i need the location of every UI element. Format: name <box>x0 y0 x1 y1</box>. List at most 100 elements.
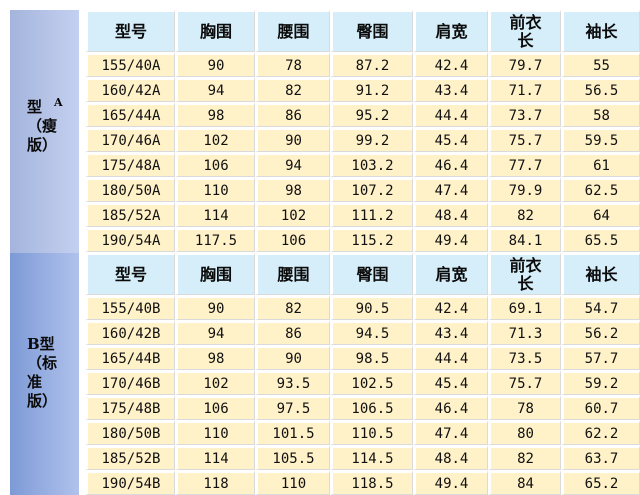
cell-chest: 110 <box>175 177 255 202</box>
header-model: 型号 <box>85 253 175 295</box>
cell-waist: 86 <box>255 102 330 127</box>
cell-chest: 114 <box>175 202 255 227</box>
cell-chest: 90 <box>175 295 255 320</box>
cell-hip: 114.5 <box>330 445 413 470</box>
cell-hip: 102.5 <box>330 370 413 395</box>
cell-model: 185/52B <box>85 445 175 470</box>
header-chest: 胸围 <box>175 10 255 52</box>
cell-waist: 98 <box>255 177 330 202</box>
cell-sleeve: 55 <box>561 52 640 77</box>
cell-sleeve: 62.5 <box>561 177 640 202</box>
header-shoulder: 肩宽 <box>413 253 488 295</box>
cell-hip: 87.2 <box>330 52 413 77</box>
cell-model: 160/42B <box>85 320 175 345</box>
cell-hip: 95.2 <box>330 102 413 127</box>
cell-model: 155/40B <box>85 295 175 320</box>
cell-front-length: 75.7 <box>488 370 561 395</box>
cell-model: 170/46A <box>85 127 175 152</box>
cell-front-length: 82 <box>488 445 561 470</box>
cell-hip: 99.2 <box>330 127 413 152</box>
cell-waist: 86 <box>255 320 330 345</box>
cell-sleeve: 60.7 <box>561 395 640 420</box>
cell-chest: 98 <box>175 345 255 370</box>
cell-chest: 106 <box>175 395 255 420</box>
cell-front-length: 73.7 <box>488 102 561 127</box>
group-a-label-cell: A 型 （瘦 版） <box>10 10 82 253</box>
cell-shoulder: 43.4 <box>413 77 488 102</box>
cell-hip: 111.2 <box>330 202 413 227</box>
left-margin <box>0 10 10 495</box>
cell-sleeve: 56.2 <box>561 320 640 345</box>
cell-sleeve: 63.7 <box>561 445 640 470</box>
cell-model: 175/48B <box>85 395 175 420</box>
cell-model: 165/44B <box>85 345 175 370</box>
cell-hip: 91.2 <box>330 77 413 102</box>
cell-shoulder: 49.4 <box>413 470 488 495</box>
header-sleeve: 袖长 <box>561 253 640 295</box>
group-a-label: 型 （瘦 版） <box>27 98 58 154</box>
cell-front-length: 73.5 <box>488 345 561 370</box>
cell-front-length: 79.9 <box>488 177 561 202</box>
cell-model: 170/46B <box>85 370 175 395</box>
cell-front-length: 71.3 <box>488 320 561 345</box>
cell-hip: 107.2 <box>330 177 413 202</box>
cell-model: 185/52A <box>85 202 175 227</box>
cell-chest: 106 <box>175 152 255 177</box>
cell-sleeve: 56.5 <box>561 77 640 102</box>
cell-chest: 94 <box>175 320 255 345</box>
cell-chest: 102 <box>175 370 255 395</box>
cell-sleeve: 62.2 <box>561 420 640 445</box>
header-waist: 腰围 <box>255 10 330 52</box>
cell-hip: 115.2 <box>330 227 413 252</box>
header-front-length: 前衣 长 <box>488 253 561 295</box>
cell-waist: 102 <box>255 202 330 227</box>
cell-hip: 106.5 <box>330 395 413 420</box>
cell-front-length: 71.7 <box>488 77 561 102</box>
cell-sleeve: 57.7 <box>561 345 640 370</box>
cell-sleeve: 65.5 <box>561 227 640 252</box>
cell-waist: 110 <box>255 470 330 495</box>
cell-waist: 93.5 <box>255 370 330 395</box>
cell-model: 175/48A <box>85 152 175 177</box>
cell-hip: 94.5 <box>330 320 413 345</box>
cell-chest: 90 <box>175 52 255 77</box>
cell-chest: 114 <box>175 445 255 470</box>
cell-hip: 98.5 <box>330 345 413 370</box>
cell-shoulder: 47.4 <box>413 177 488 202</box>
cell-sleeve: 54.7 <box>561 295 640 320</box>
cell-model: 160/42A <box>85 77 175 102</box>
cell-chest: 94 <box>175 77 255 102</box>
cell-chest: 118 <box>175 470 255 495</box>
cell-front-length: 79.7 <box>488 52 561 77</box>
cell-waist: 78 <box>255 52 330 77</box>
cell-sleeve: 59.5 <box>561 127 640 152</box>
cell-model: 190/54B <box>85 470 175 495</box>
cell-front-length: 82 <box>488 202 561 227</box>
cell-shoulder: 49.4 <box>413 227 488 252</box>
header-front-length: 前衣 长 <box>488 10 561 52</box>
cell-waist: 90 <box>255 127 330 152</box>
cell-front-length: 78 <box>488 395 561 420</box>
cell-chest: 98 <box>175 102 255 127</box>
cell-waist: 82 <box>255 295 330 320</box>
top-margin <box>0 0 640 10</box>
cell-hip: 103.2 <box>330 152 413 177</box>
header-sleeve: 袖长 <box>561 10 640 52</box>
cell-front-length: 75.7 <box>488 127 561 152</box>
cell-shoulder: 47.4 <box>413 420 488 445</box>
cell-shoulder: 45.4 <box>413 370 488 395</box>
cell-model: 180/50A <box>85 177 175 202</box>
cell-shoulder: 42.4 <box>413 52 488 77</box>
cell-sleeve: 61 <box>561 152 640 177</box>
header-chest: 胸围 <box>175 253 255 295</box>
cell-sleeve: 58 <box>561 102 640 127</box>
cell-sleeve: 59.2 <box>561 370 640 395</box>
cell-front-length: 84 <box>488 470 561 495</box>
cell-hip: 110.5 <box>330 420 413 445</box>
cell-waist: 105.5 <box>255 445 330 470</box>
cell-model: 165/44A <box>85 102 175 127</box>
header-model: 型号 <box>85 10 175 52</box>
cell-shoulder: 44.4 <box>413 102 488 127</box>
cell-chest: 110 <box>175 420 255 445</box>
